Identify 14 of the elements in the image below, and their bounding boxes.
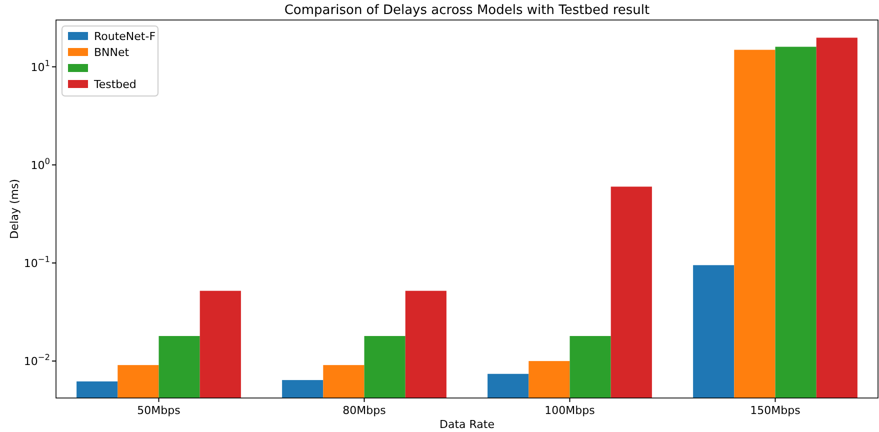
y-axis-title: Delay (ms) xyxy=(8,178,21,240)
legend-label: BNNet xyxy=(94,46,130,59)
y-tick-label: 10$^{0}$ xyxy=(30,156,50,172)
x-axis-title: Data Rate xyxy=(440,418,495,431)
x-tick-label: 150Mbps xyxy=(750,404,801,417)
legend-label: Testbed xyxy=(93,78,136,91)
x-tick-label: 50Mbps xyxy=(137,404,181,417)
x-tick-label: 100Mbps xyxy=(544,404,596,417)
chart-title: Comparison of Delays across Models with Testbed result xyxy=(284,3,650,18)
y-tick-label: 10$^{−2}$ xyxy=(24,352,50,368)
y-tick-label: 10$^{1}$ xyxy=(30,58,50,74)
x-tick-label: 80Mbps xyxy=(342,404,386,417)
legend-label: RouteNet-F xyxy=(94,30,156,43)
y-tick-label: 10$^{−1}$ xyxy=(24,254,50,270)
